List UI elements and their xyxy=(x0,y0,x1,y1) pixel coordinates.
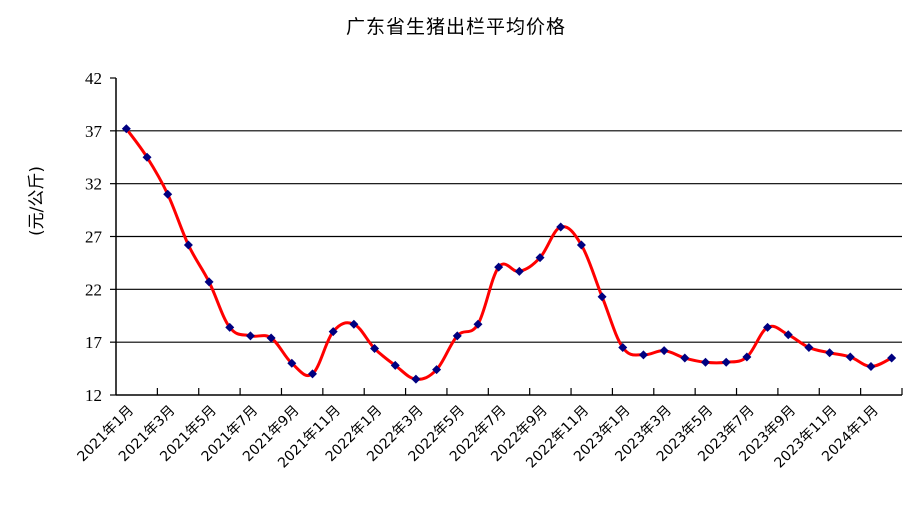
data-point-marker xyxy=(618,342,628,352)
data-point-marker xyxy=(204,277,214,287)
data-point-marker xyxy=(411,374,421,384)
data-point-marker xyxy=(845,352,855,362)
data-point-marker xyxy=(142,152,152,162)
data-point-marker xyxy=(556,222,566,232)
data-point-marker xyxy=(887,353,897,363)
data-point-marker xyxy=(245,331,255,341)
data-point-marker xyxy=(432,365,442,375)
data-point-marker xyxy=(266,333,276,343)
data-point-marker xyxy=(225,322,235,332)
data-point-marker xyxy=(121,124,131,134)
y-tick-label: 17 xyxy=(85,333,103,352)
data-point-marker xyxy=(680,353,690,363)
y-tick-label: 27 xyxy=(85,228,103,247)
data-point-marker xyxy=(638,350,648,360)
data-point-marker xyxy=(576,240,586,250)
y-tick-label: 37 xyxy=(85,122,103,141)
data-point-marker xyxy=(390,360,400,370)
gridlines xyxy=(116,130,902,343)
data-point-marker xyxy=(452,331,462,341)
data-point-marker xyxy=(535,253,545,263)
data-point-marker xyxy=(370,344,380,354)
data-point-marker xyxy=(308,369,317,379)
data-point-marker xyxy=(494,262,504,272)
data-point-marker xyxy=(349,319,359,329)
data-markers xyxy=(121,124,897,384)
data-point-marker xyxy=(804,342,814,352)
data-point-marker xyxy=(597,292,607,302)
x-axis-ticks: 2021年1月2021年3月2021年5月2021年7月2021年9月2021年… xyxy=(75,403,882,472)
chart-title: 广东省生猪出栏平均价格 xyxy=(345,16,566,38)
data-point-marker xyxy=(783,330,793,340)
y-axis-ticks: 12 17 22 27 32 37 42 xyxy=(85,69,103,405)
data-point-marker xyxy=(287,358,297,368)
data-point-marker xyxy=(763,322,773,332)
data-point-marker xyxy=(514,266,524,276)
axes xyxy=(110,77,903,396)
y-tick-label: 12 xyxy=(85,386,102,405)
y-tick-label: 32 xyxy=(85,175,102,194)
data-point-marker xyxy=(721,357,731,367)
y-tick-label: 42 xyxy=(85,69,102,88)
data-point-marker xyxy=(163,189,173,199)
data-point-marker xyxy=(659,346,669,356)
data-point-marker xyxy=(473,319,483,329)
data-point-marker xyxy=(825,348,835,358)
data-point-marker xyxy=(328,327,338,337)
data-point-marker xyxy=(866,361,876,371)
data-point-marker xyxy=(701,357,710,367)
data-point-marker xyxy=(742,352,752,362)
y-tick-label: 22 xyxy=(85,280,102,299)
data-point-marker xyxy=(183,240,193,250)
